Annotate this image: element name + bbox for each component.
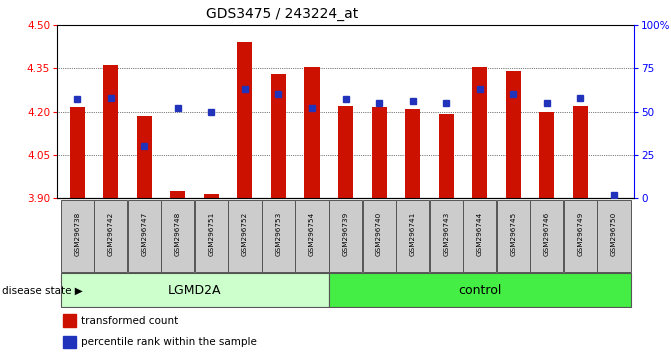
Bar bbox=[271, 74, 286, 198]
Text: GSM296751: GSM296751 bbox=[209, 212, 214, 256]
Text: GSM296746: GSM296746 bbox=[544, 212, 550, 256]
Text: GSM296745: GSM296745 bbox=[511, 212, 516, 256]
Text: GSM296741: GSM296741 bbox=[410, 212, 415, 256]
Bar bbox=[405, 109, 420, 198]
Text: GSM296739: GSM296739 bbox=[343, 212, 348, 256]
Text: GSM296740: GSM296740 bbox=[376, 212, 382, 256]
FancyBboxPatch shape bbox=[329, 200, 362, 272]
Bar bbox=[63, 314, 76, 327]
Bar bbox=[573, 106, 588, 198]
FancyBboxPatch shape bbox=[564, 200, 597, 272]
Bar bbox=[238, 42, 252, 198]
FancyBboxPatch shape bbox=[362, 200, 396, 272]
Text: percentile rank within the sample: percentile rank within the sample bbox=[81, 337, 257, 347]
FancyBboxPatch shape bbox=[329, 273, 631, 307]
Text: GSM296738: GSM296738 bbox=[74, 212, 80, 256]
Text: GSM296743: GSM296743 bbox=[444, 212, 449, 256]
Bar bbox=[170, 191, 185, 198]
FancyBboxPatch shape bbox=[127, 200, 161, 272]
Text: GSM296748: GSM296748 bbox=[175, 212, 180, 256]
Bar bbox=[506, 71, 521, 198]
FancyBboxPatch shape bbox=[60, 200, 94, 272]
Text: GSM296754: GSM296754 bbox=[309, 212, 315, 256]
Text: GSM296749: GSM296749 bbox=[578, 212, 583, 256]
Bar bbox=[472, 67, 487, 198]
Text: GDS3475 / 243224_at: GDS3475 / 243224_at bbox=[206, 7, 358, 21]
Text: transformed count: transformed count bbox=[81, 316, 178, 326]
Bar bbox=[137, 116, 152, 198]
Bar bbox=[204, 194, 219, 198]
Text: GSM296752: GSM296752 bbox=[242, 212, 248, 256]
FancyBboxPatch shape bbox=[94, 200, 127, 272]
FancyBboxPatch shape bbox=[195, 200, 228, 272]
FancyBboxPatch shape bbox=[463, 200, 497, 272]
Bar bbox=[70, 107, 85, 198]
FancyBboxPatch shape bbox=[497, 200, 530, 272]
Bar bbox=[439, 114, 454, 198]
Bar bbox=[338, 106, 353, 198]
FancyBboxPatch shape bbox=[530, 200, 564, 272]
Bar bbox=[372, 107, 386, 198]
Bar bbox=[539, 112, 554, 198]
Text: GSM296744: GSM296744 bbox=[477, 212, 482, 256]
Text: GSM296742: GSM296742 bbox=[108, 212, 113, 256]
FancyBboxPatch shape bbox=[396, 200, 429, 272]
FancyBboxPatch shape bbox=[161, 200, 195, 272]
Bar bbox=[305, 67, 319, 198]
Text: LGMD2A: LGMD2A bbox=[168, 284, 221, 297]
Text: control: control bbox=[458, 284, 501, 297]
FancyBboxPatch shape bbox=[295, 200, 329, 272]
FancyBboxPatch shape bbox=[262, 200, 295, 272]
FancyBboxPatch shape bbox=[597, 200, 631, 272]
Text: GSM296753: GSM296753 bbox=[276, 212, 281, 256]
FancyBboxPatch shape bbox=[228, 200, 262, 272]
Text: GSM296747: GSM296747 bbox=[142, 212, 147, 256]
Bar bbox=[63, 336, 76, 348]
Text: GSM296750: GSM296750 bbox=[611, 212, 617, 256]
Text: disease state ▶: disease state ▶ bbox=[2, 285, 83, 295]
FancyBboxPatch shape bbox=[60, 273, 329, 307]
Bar bbox=[103, 65, 118, 198]
FancyBboxPatch shape bbox=[429, 200, 463, 272]
